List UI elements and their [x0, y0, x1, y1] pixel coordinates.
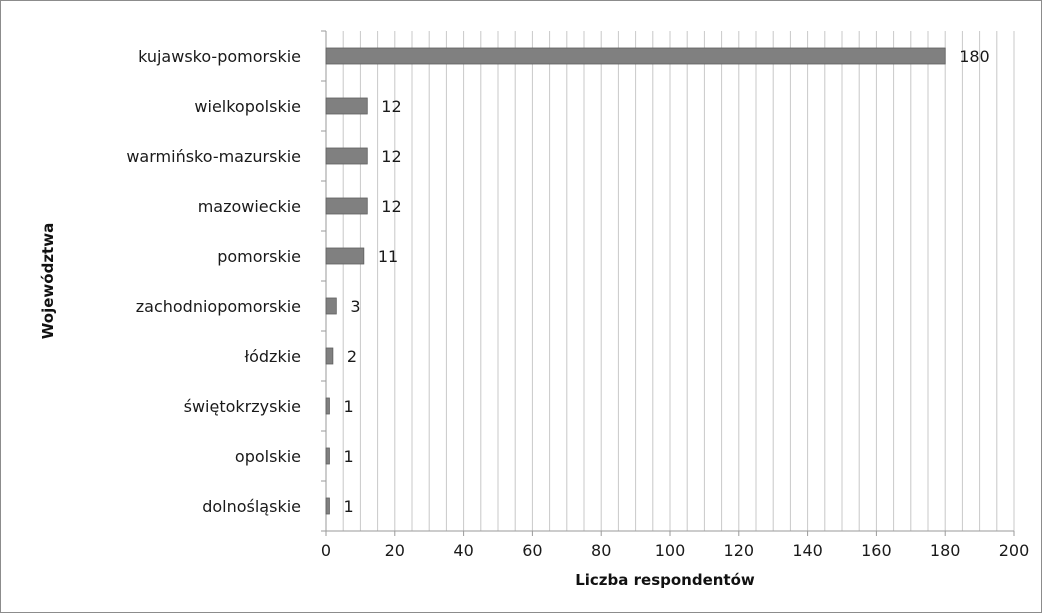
bar — [325, 397, 330, 415]
category-label: pomorskie — [217, 247, 301, 266]
bar — [325, 97, 368, 115]
category-label: świętokrzyskie — [184, 397, 301, 416]
x-tick-label: 40 — [453, 541, 473, 560]
bar — [325, 247, 365, 265]
category-label: warmińsko-mazurskie — [126, 147, 301, 166]
data-label: 1 — [343, 397, 353, 416]
x-tick-label: 120 — [724, 541, 755, 560]
category-label: wielkopolskie — [194, 97, 301, 116]
x-tick-label: 100 — [655, 541, 686, 560]
category-label: mazowieckie — [198, 197, 301, 216]
data-label: 12 — [381, 197, 401, 216]
data-label: 3 — [350, 297, 360, 316]
category-label: zachodniopomorskie — [136, 297, 301, 316]
y-axis-title: Województwa — [39, 223, 57, 339]
x-tick-label: 80 — [591, 541, 611, 560]
bars — [325, 47, 946, 515]
x-tick-label: 60 — [522, 541, 542, 560]
labels: 0 20 40 60 80 100 120 140 160 180 200 kujawsko-pomo… — [126, 47, 1029, 560]
x-tick-label: 20 — [385, 541, 405, 560]
bar — [325, 47, 946, 65]
x-tick-label: 140 — [792, 541, 823, 560]
category-label: łódzkie — [245, 347, 301, 366]
bar — [325, 347, 334, 365]
data-label: 1 — [343, 447, 353, 466]
category-label: dolnośląskie — [202, 497, 301, 516]
bar — [325, 297, 337, 315]
data-label: 180 — [959, 47, 990, 66]
data-label: 2 — [347, 347, 357, 366]
data-label: 12 — [381, 147, 401, 166]
x-axis-title: Liczba respondentów — [575, 571, 755, 589]
gridlines — [321, 30, 1015, 536]
x-tick-label: 0 — [321, 541, 331, 560]
data-label: 12 — [381, 97, 401, 116]
bar — [325, 447, 330, 465]
x-tick-label: 180 — [930, 541, 961, 560]
category-label: kujawsko-pomorskie — [138, 47, 301, 66]
x-tick-label: 200 — [999, 541, 1030, 560]
bar — [325, 197, 368, 215]
bar — [325, 497, 330, 515]
x-tick-label: 160 — [861, 541, 892, 560]
data-label: 11 — [378, 247, 398, 266]
data-label: 1 — [343, 497, 353, 516]
bar — [325, 147, 368, 165]
category-label: opolskie — [235, 447, 301, 466]
